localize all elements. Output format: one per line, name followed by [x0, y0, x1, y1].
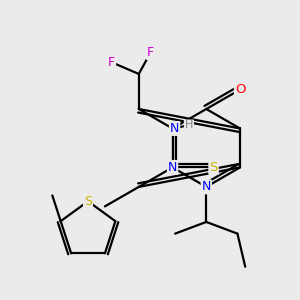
Text: S: S: [84, 195, 92, 208]
Text: N: N: [168, 161, 177, 174]
Text: O: O: [235, 83, 245, 96]
Text: S: S: [209, 161, 218, 174]
Text: F: F: [108, 56, 115, 69]
Text: N: N: [170, 122, 179, 135]
Text: N: N: [202, 180, 211, 194]
Text: H: H: [185, 120, 193, 130]
Text: F: F: [147, 46, 154, 59]
